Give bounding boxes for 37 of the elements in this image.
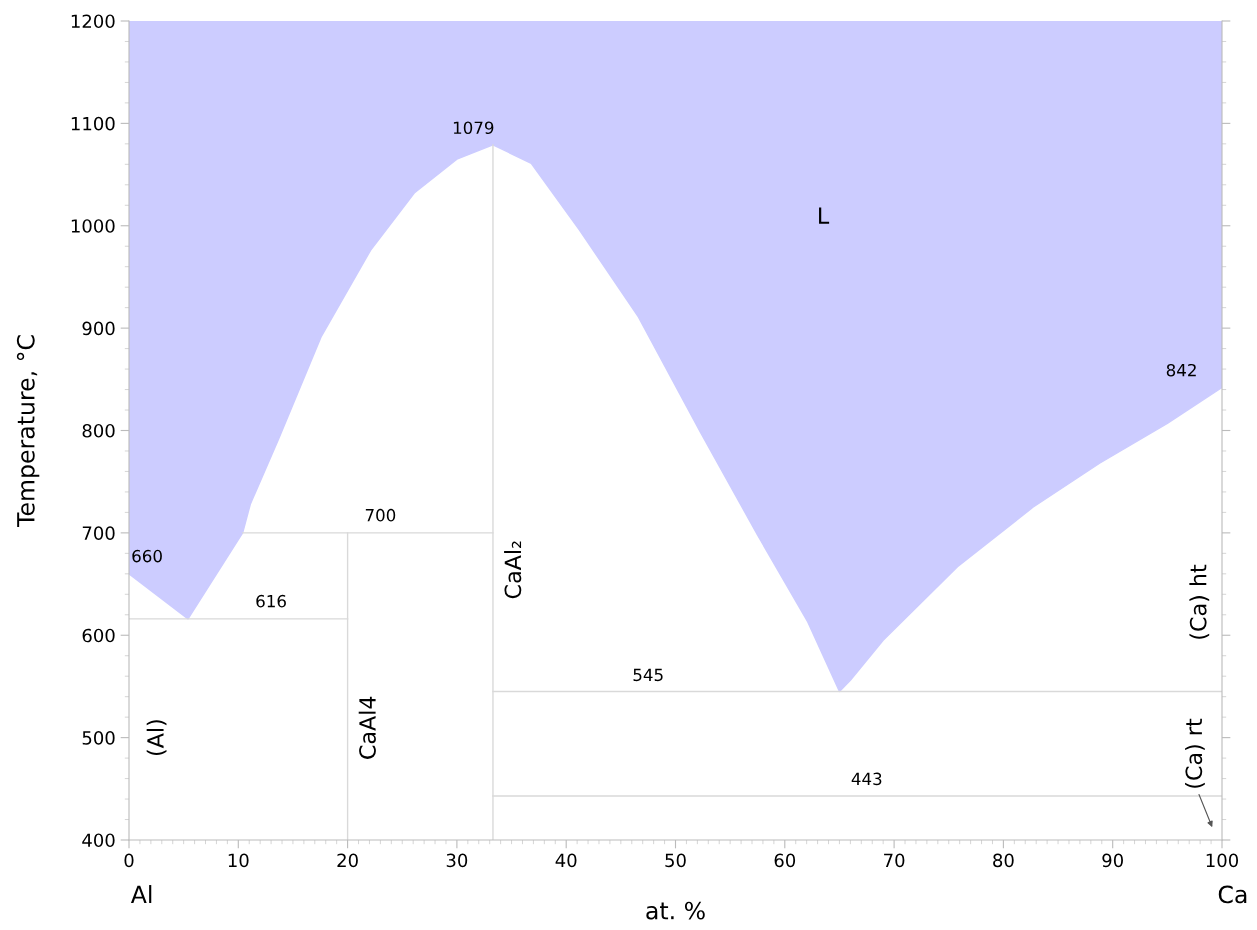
annotation: 842: [1166, 363, 1196, 377]
x-tick-label: 100: [1206, 853, 1239, 868]
annotation: 443: [851, 772, 882, 786]
y-tick-label: 400: [82, 833, 115, 848]
x-tick-label: 60: [774, 853, 796, 868]
x-tick-label: 30: [446, 853, 468, 868]
x-tick-label: 40: [555, 853, 577, 868]
y-tick-label: 1200: [71, 14, 115, 29]
x-tick-label: 10: [228, 853, 249, 868]
x-tick-label: 50: [665, 853, 686, 868]
annotation: CaAl₂: [504, 541, 522, 599]
x-axis-title: at. %: [646, 901, 705, 920]
y-tick-label: 1000: [71, 219, 115, 233]
annotation: (Al): [146, 720, 167, 756]
text: Al: [130, 885, 152, 903]
y-tick-label: 500: [82, 731, 115, 745]
annotation: 660: [132, 549, 162, 563]
y-tick-label: 1100: [71, 116, 115, 131]
x-tick-label: 70: [884, 853, 905, 868]
annotation: L: [819, 207, 830, 224]
x-tick-label: 90: [1102, 853, 1123, 868]
y-tick-label: 700: [82, 526, 115, 540]
annotation: 1079: [453, 121, 494, 135]
text: Ca: [1218, 885, 1247, 904]
y-tick-label: 800: [82, 423, 115, 438]
annotation: CaAl4: [358, 696, 376, 759]
annotation: (Ca) rt: [1185, 718, 1205, 788]
x-tick-label: 80: [993, 853, 1014, 868]
y-axis-title: Temperature, °C: [16, 335, 40, 527]
annotation: 616: [256, 594, 286, 608]
y-tick-label: 900: [82, 321, 115, 336]
annotation: 700: [365, 508, 396, 522]
x-tick-label: 0: [124, 853, 134, 868]
annotation: 545: [633, 668, 663, 682]
x-tick-label: 20: [337, 853, 358, 868]
annotation: (Ca) ht: [1189, 564, 1210, 639]
y-tick-label: 600: [82, 628, 115, 643]
